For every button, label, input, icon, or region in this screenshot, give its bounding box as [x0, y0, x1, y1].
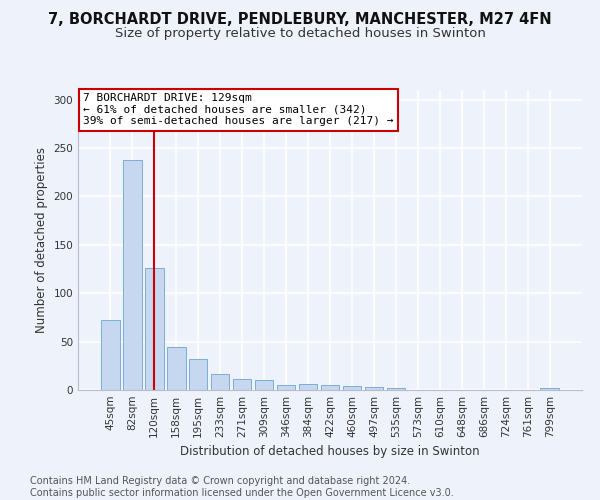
Bar [211, 374, 229, 390]
Bar [255, 380, 274, 390]
Bar [233, 380, 251, 390]
Text: 7 BORCHARDT DRIVE: 129sqm
← 61% of detached houses are smaller (342)
39% of semi: 7 BORCHARDT DRIVE: 129sqm ← 61% of detac… [83, 93, 394, 126]
Bar [320, 385, 340, 390]
Bar [365, 387, 383, 390]
Text: 7, BORCHARDT DRIVE, PENDLEBURY, MANCHESTER, M27 4FN: 7, BORCHARDT DRIVE, PENDLEBURY, MANCHEST… [48, 12, 552, 28]
Bar [101, 320, 119, 390]
Bar [386, 388, 405, 390]
Bar [189, 359, 208, 390]
Bar [343, 386, 361, 390]
X-axis label: Distribution of detached houses by size in Swinton: Distribution of detached houses by size … [180, 446, 480, 458]
Bar [123, 160, 142, 390]
Bar [541, 388, 559, 390]
Bar [167, 348, 185, 390]
Y-axis label: Number of detached properties: Number of detached properties [35, 147, 48, 333]
Text: Size of property relative to detached houses in Swinton: Size of property relative to detached ho… [115, 28, 485, 40]
Text: Contains HM Land Registry data © Crown copyright and database right 2024.
Contai: Contains HM Land Registry data © Crown c… [30, 476, 454, 498]
Bar [145, 268, 164, 390]
Bar [277, 385, 295, 390]
Bar [299, 384, 317, 390]
